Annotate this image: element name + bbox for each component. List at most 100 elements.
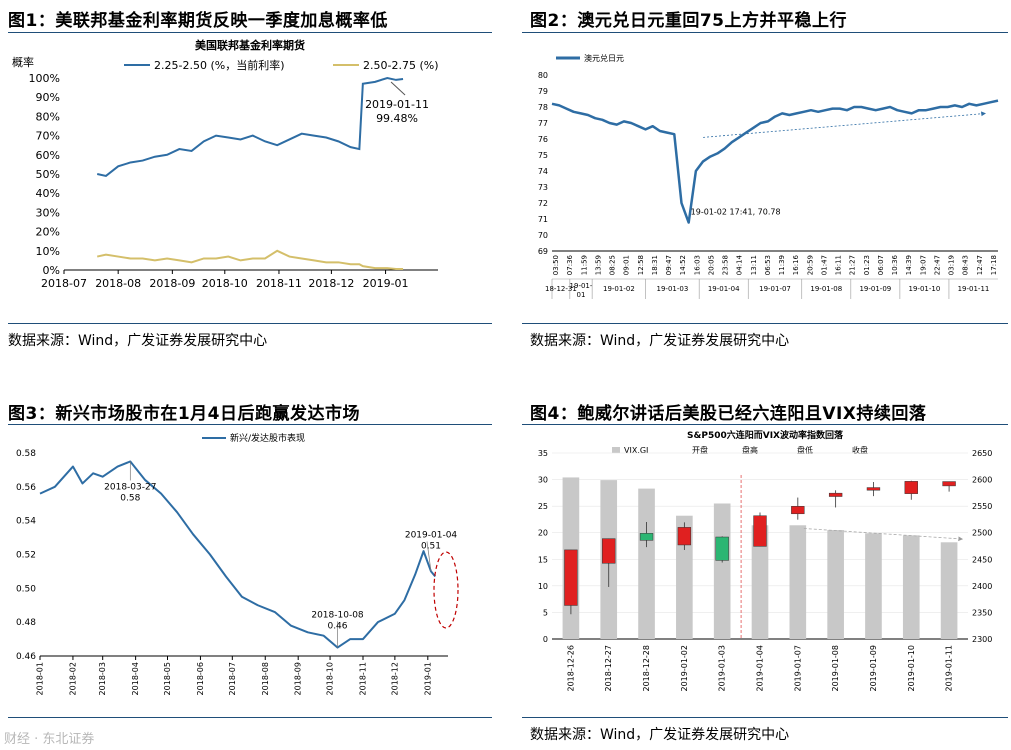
y-tick-label: 70% [36, 130, 60, 143]
y-right-tick-label: 2450 [972, 555, 992, 564]
vix-bar [713, 503, 731, 639]
y-tick-label: 80% [36, 110, 60, 123]
x-time-label: 16:16 [792, 254, 800, 275]
x-tick-label: 2018-10 [202, 277, 248, 290]
y-tick-label: 70 [538, 231, 548, 240]
trend-arrow [703, 111, 987, 138]
x-time-label: 12:58 [637, 255, 645, 275]
figure-1-frame [8, 32, 492, 324]
x-tick-label: 2018-08 [95, 277, 141, 290]
x-time-label: 08:25 [609, 255, 617, 275]
x-tick-label: 2019-01-02 [680, 645, 689, 692]
x-tick-label: 2018-06 [196, 662, 205, 695]
x-tick-label: 2018-11 [359, 662, 368, 695]
legend-label-0: 2.25-2.50 (%，当前利率) [154, 58, 285, 72]
y-tick-label: 0.46 [16, 652, 36, 662]
candle-body [602, 538, 616, 564]
y-left-tick-label: 5 [543, 608, 548, 617]
y-right-tick-label: 2650 [972, 449, 992, 458]
y-right-tick-label: 2350 [972, 608, 992, 617]
x-tick-label: 2018-01 [36, 662, 45, 695]
x-time-label: 14:39 [905, 255, 913, 275]
y-left-tick-label: 20 [538, 529, 548, 538]
y-tick-label: 0.54 [16, 517, 36, 527]
figure-1-title: 图1：美联邦基金利率期货反映一季度加息概率低 [8, 11, 388, 31]
y-tick-label: 0.56 [16, 483, 36, 493]
figure-4-title: 图4：鲍威尔讲话后美股已经六连阳且VIX持续回落 [530, 404, 927, 424]
date-group-label: 18-12-31 [545, 285, 577, 293]
y-tick-label: 79 [538, 87, 548, 96]
y-left-tick-label: 10 [538, 582, 548, 591]
y-tick-label: 73 [538, 183, 548, 192]
x-tick-label: 2018-07 [41, 277, 87, 290]
x-tick-label: 2019-01 [423, 662, 432, 695]
x-tick-label: 2018-12 [308, 277, 354, 290]
y-tick-label: 10% [36, 245, 60, 258]
y-left-tick-label: 30 [538, 476, 548, 485]
legend-label: 盘高 [742, 445, 758, 455]
legend-label: 盘低 [797, 445, 813, 455]
x-time-label: 20:59 [806, 255, 814, 275]
y-left-tick-label: 15 [538, 555, 548, 564]
chart-2-aud-jpy: 澳元兑日元 69 70 71 72 73 74 75 76 77 78 79 80 03:50 07:36 1… [538, 53, 999, 299]
vix-bar [940, 542, 958, 639]
x-time-label: 09:47 [665, 255, 673, 275]
x-tick-label: 2019-01-10 [907, 645, 916, 692]
series-line [39, 460, 437, 649]
annotation-value: 0.58 [120, 493, 140, 503]
watermark: 财经 · 东北证券 [4, 732, 95, 747]
x-tick-label: 2018-09 [149, 277, 195, 290]
y-right-tick-label: 2400 [972, 582, 992, 591]
x-tick-label: 2019-01-09 [869, 645, 878, 692]
figure-2-frame [522, 32, 1008, 324]
candle-body [866, 487, 881, 491]
chart-title: S&P500六连阳而VIX波动率指数回落 [687, 429, 844, 441]
highlight-ellipse [433, 551, 459, 629]
x-tick-label: 2018-12-26 [566, 645, 575, 692]
series-line [551, 99, 999, 224]
y-tick-label: 100% [29, 72, 60, 85]
y-tick-label: 0.58 [16, 449, 36, 459]
x-time-label: 18:31 [651, 255, 659, 275]
annotation-date: 2018-10-08 [311, 611, 364, 621]
y-tick-label: 50% [36, 168, 60, 181]
y-tick-label: 20% [36, 226, 60, 239]
x-time-label: 17:18 [990, 255, 998, 275]
date-group-label: 01 [577, 291, 586, 299]
x-tick-label: 2019-01-08 [831, 645, 840, 692]
date-group-label: 19-01-10 [909, 285, 941, 293]
y-right-tick-label: 2500 [972, 529, 992, 538]
x-time-label: 08:43 [962, 255, 970, 275]
legend-label: 收盘 [852, 445, 868, 455]
figure-3-title: 图3：新兴市场股市在1月4日后跑赢发达市场 [8, 404, 360, 424]
x-tick-label: 2018-12-27 [604, 645, 613, 692]
candle-body [828, 492, 843, 497]
x-time-label: 01:47 [820, 255, 828, 275]
vix-bar [827, 530, 844, 639]
candle-body [904, 481, 918, 494]
annotation-leader [426, 541, 432, 572]
y-right-tick-label: 2300 [972, 635, 992, 644]
vix-bar [638, 488, 655, 639]
legend-label: 新兴/发达股市表现 [230, 432, 305, 444]
y-tick-label: 77 [538, 119, 548, 128]
series-line-1 [96, 249, 404, 271]
legend-label-1: 2.50-2.75 (%) [363, 59, 439, 72]
y-left-tick-label: 25 [538, 502, 548, 511]
y-tick-label: 74 [538, 167, 548, 176]
x-time-label: 13:11 [750, 255, 758, 275]
candle-body [942, 481, 956, 487]
candle-body [639, 533, 654, 541]
date-group-label: 19-01-08 [810, 285, 842, 293]
x-time-label: 03:19 [948, 255, 956, 275]
x-tick-label: 2018-04 [131, 662, 140, 695]
y-tick-label: 0.52 [16, 551, 36, 561]
vix-bar [751, 525, 769, 639]
chart-title: 美国联邦基金利率期货 [195, 38, 305, 52]
figure-4-source: 数据来源：Wind，广发证券发展研究中心 [530, 727, 790, 743]
y-tick-label: 80 [538, 71, 548, 80]
x-time-label: 16:03 [693, 255, 701, 275]
x-time-label: 16:11 [835, 255, 843, 275]
annotation-value: 0.46 [327, 622, 347, 632]
